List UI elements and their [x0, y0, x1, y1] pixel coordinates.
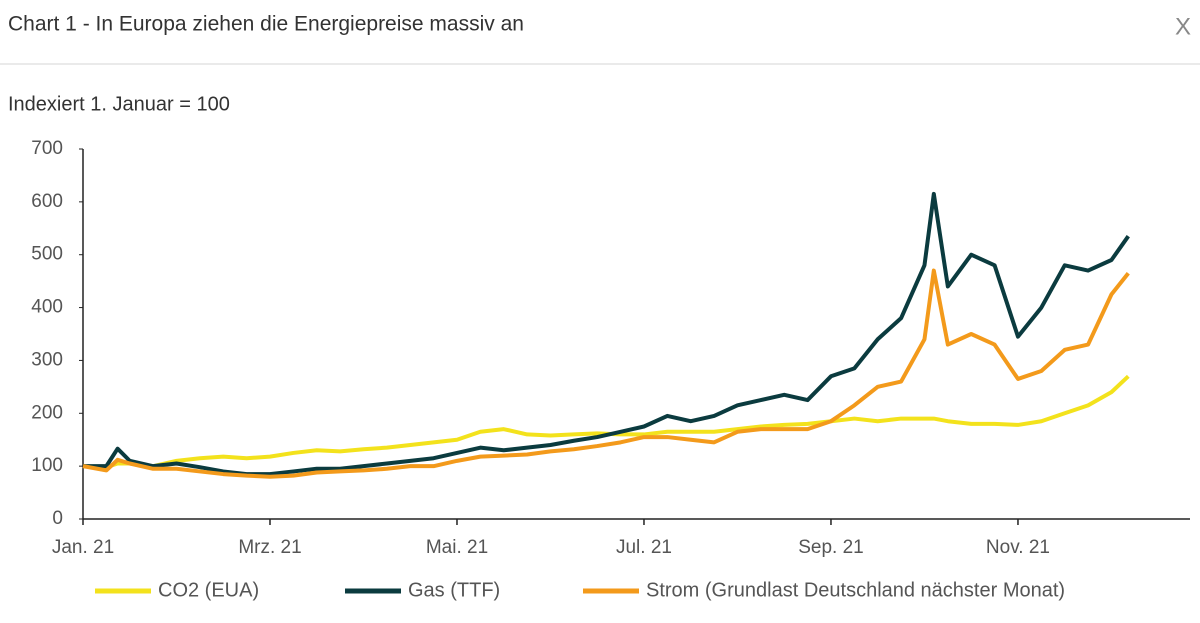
- y-tick-label: 100: [31, 455, 63, 476]
- x-tick-label: Nov. 21: [986, 537, 1050, 558]
- line-series: [82, 268, 1130, 479]
- y-tick-label: 400: [31, 297, 63, 318]
- legend-label: Gas (TTF): [408, 579, 500, 601]
- close-button[interactable]: X: [1175, 13, 1191, 40]
- y-tick-label: 600: [31, 191, 63, 212]
- x-tick-label: Sep. 21: [798, 537, 864, 558]
- y-tick-label: 500: [31, 244, 63, 265]
- legend-label: CO2 (EUA): [158, 579, 259, 601]
- chart-subtitle: Indexiert 1. Januar = 100: [8, 93, 230, 115]
- x-tick-label: Jan. 21: [52, 537, 114, 558]
- chart-title: Chart 1 - In Europa ziehen die Energiepr…: [8, 13, 524, 36]
- legend-label: Strom (Grundlast Deutschland nächster Mo…: [646, 579, 1065, 601]
- line-series: [82, 374, 1130, 470]
- y-tick-label: 200: [31, 402, 63, 423]
- y-tick-label: 0: [52, 508, 63, 529]
- x-tick-label: Mai. 21: [426, 537, 488, 558]
- y-tick-label: 700: [31, 138, 63, 159]
- y-tick-label: 300: [31, 349, 63, 370]
- x-tick-label: Mrz. 21: [238, 537, 301, 558]
- x-tick-label: Jul. 21: [616, 537, 672, 558]
